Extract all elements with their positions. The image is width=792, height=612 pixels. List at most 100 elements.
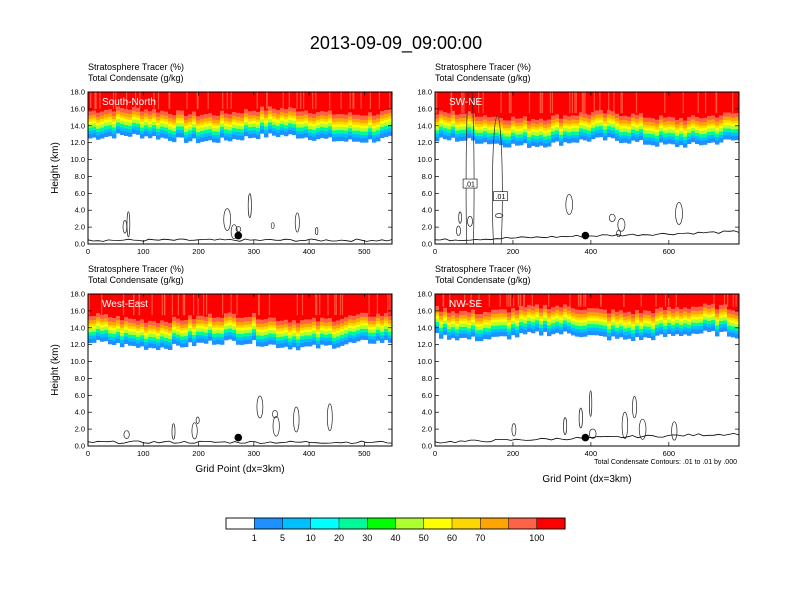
tracer-cell xyxy=(272,92,277,109)
tracer-cell xyxy=(232,114,237,120)
tracer-cell xyxy=(491,324,496,330)
tracer-cell xyxy=(344,136,349,142)
tracer-cell xyxy=(108,107,113,114)
tracer-cell xyxy=(236,127,241,133)
tracer-cell xyxy=(244,127,249,132)
tracer-streak xyxy=(378,92,380,109)
tracer-cell xyxy=(180,341,185,348)
tracer-cell xyxy=(575,122,580,126)
condensate-contour xyxy=(294,212,300,233)
tracer-cell xyxy=(364,124,369,129)
tracer-cell xyxy=(156,337,161,343)
tracer-cell xyxy=(667,131,672,137)
tracer-cell xyxy=(268,316,273,322)
tracer-cell xyxy=(376,92,381,115)
tracer-cell xyxy=(232,325,237,330)
tracer-cell xyxy=(196,114,201,121)
tracer-cell xyxy=(200,113,205,120)
tracer-cell xyxy=(443,310,448,316)
tracer-cell xyxy=(599,315,604,320)
tracer-cell xyxy=(308,330,313,336)
tracer-cell xyxy=(583,116,588,121)
tracer-cell xyxy=(671,128,676,134)
tracer-cell xyxy=(236,124,241,129)
tracer-cell xyxy=(479,328,484,334)
tracer-cell xyxy=(723,313,728,318)
tracer-cell xyxy=(435,123,440,127)
tracer-cell xyxy=(108,328,113,334)
tracer-streak xyxy=(312,92,314,109)
tracer-cell xyxy=(292,331,297,337)
tracer-cell xyxy=(567,127,572,133)
tracer-cell xyxy=(128,131,133,137)
tracer-cell xyxy=(176,324,181,329)
tracer-cell xyxy=(144,294,149,323)
tracer-cell xyxy=(92,109,97,115)
tracer-cell xyxy=(703,309,708,314)
tracer-cell xyxy=(495,318,500,323)
tracer-cell xyxy=(292,122,297,128)
tracer-cell xyxy=(487,323,492,329)
tracer-cell xyxy=(655,122,660,128)
colorbar-label: 20 xyxy=(334,533,344,543)
tracer-cell xyxy=(575,118,580,124)
panel-subtitle: Stratosphere Tracer (%) xyxy=(435,62,531,72)
tracer-cell xyxy=(184,127,189,132)
tracer-cell xyxy=(116,330,121,336)
tracer-cell xyxy=(344,113,349,119)
tracer-streak xyxy=(329,92,331,109)
tracer-cell xyxy=(455,113,460,119)
tracer-cell xyxy=(435,132,440,138)
tracer-cell xyxy=(655,128,660,133)
tracer-streak xyxy=(540,92,542,114)
tracer-cell xyxy=(180,116,185,121)
tracer-cell xyxy=(244,120,249,126)
tracer-cell xyxy=(128,325,133,329)
tracer-cell xyxy=(435,327,440,334)
tracer-cell xyxy=(360,118,365,124)
tracer-cell xyxy=(727,294,732,310)
tracer-cell xyxy=(695,321,700,327)
tracer-cell xyxy=(495,321,500,326)
tracer-cell xyxy=(352,129,357,135)
tracer-streak xyxy=(506,294,508,307)
tracer-cell xyxy=(543,303,548,310)
tracer-cell xyxy=(691,130,696,135)
tracer-cell xyxy=(152,127,157,132)
tracer-cell xyxy=(364,334,369,340)
tracer-cell xyxy=(639,119,644,124)
tracer-cell xyxy=(579,324,584,330)
tracer-cell xyxy=(144,118,149,122)
tracer-cell xyxy=(140,330,145,336)
tracer-cell xyxy=(619,319,624,323)
tracer-cell xyxy=(623,137,628,143)
tracer-cell xyxy=(719,130,724,135)
tracer-cell xyxy=(384,311,389,318)
tracer-cell xyxy=(687,119,692,125)
tracer-cell xyxy=(316,126,321,132)
tracer-cell xyxy=(507,126,512,131)
tracer-cell xyxy=(256,120,261,125)
tracer-cell xyxy=(699,294,704,307)
tracer-cell xyxy=(615,318,620,322)
tracer-cell xyxy=(360,124,365,129)
tracer-cell xyxy=(567,317,572,323)
tracer-cell xyxy=(288,328,293,333)
tracer-cell xyxy=(252,321,257,326)
tracer-cell xyxy=(731,122,736,127)
tracer-cell xyxy=(252,92,257,111)
tracer-cell xyxy=(340,125,345,131)
tracer-cell xyxy=(463,120,468,124)
tracer-cell xyxy=(300,331,305,337)
tracer-cell xyxy=(88,325,93,329)
tracer-cell xyxy=(571,133,576,139)
tracer-cell xyxy=(316,330,321,335)
tracer-cell xyxy=(268,112,273,117)
tracer-cell xyxy=(140,126,145,131)
tracer-cell xyxy=(507,327,512,332)
tracer-cell xyxy=(212,92,217,116)
tracer-cell xyxy=(475,294,480,315)
tracer-cell xyxy=(459,135,464,141)
tracer-cell xyxy=(188,324,193,328)
tracer-streak xyxy=(577,294,580,307)
